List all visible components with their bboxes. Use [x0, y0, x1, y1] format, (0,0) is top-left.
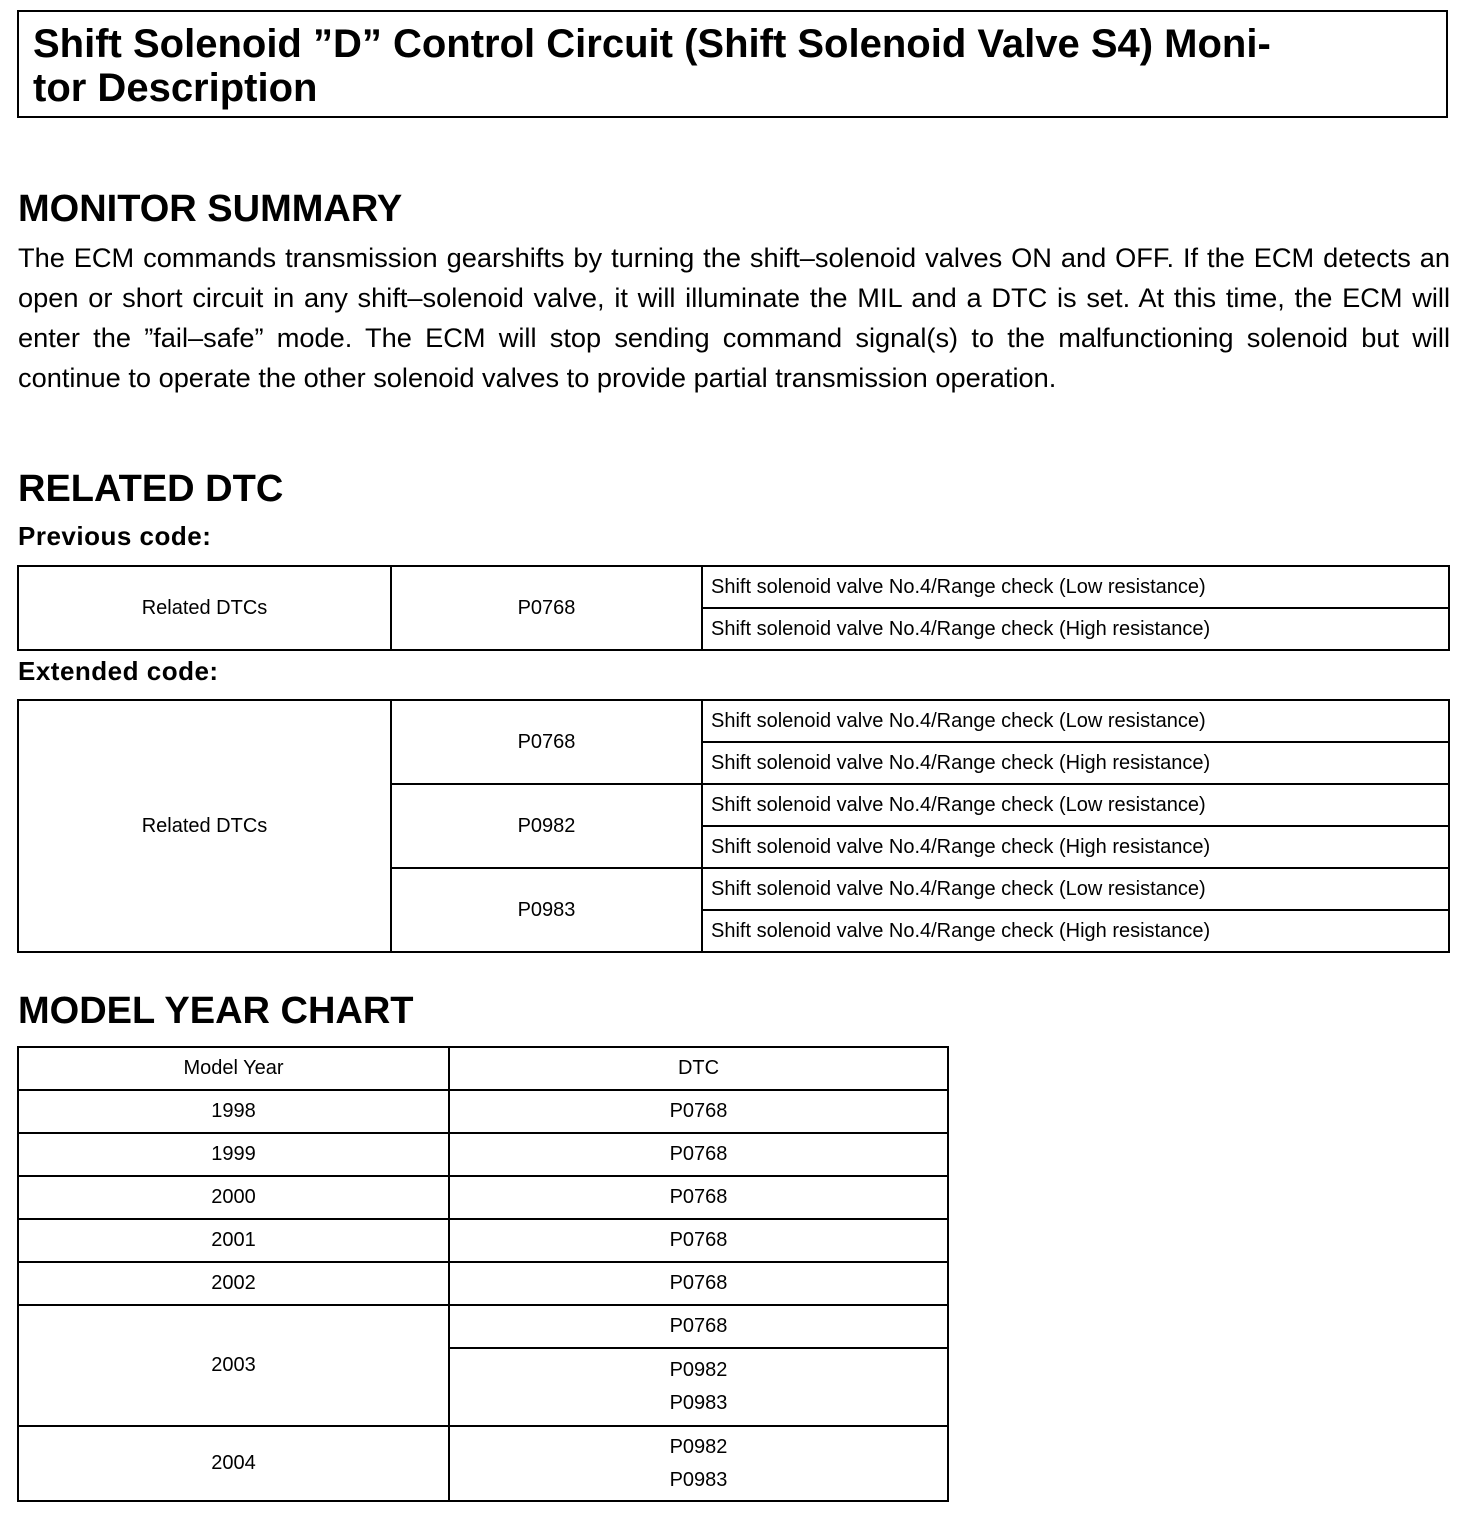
dtc-description: Shift solenoid valve No.4/Range check (L…: [701, 699, 1450, 743]
dtc-code: P0983: [669, 1392, 728, 1414]
dtc-description: Shift solenoid valve No.4/Range check (H…: [701, 825, 1450, 869]
previous-code-label: Previous code:: [18, 521, 212, 551]
table-row: Shift solenoid valve No.4/Range check (H…: [18, 909, 1450, 953]
model-year: 2004: [17, 1425, 450, 1502]
page-title: Shift Solenoid ”D” Control Circuit (Shif…: [33, 22, 1271, 110]
table-row: Related DTCs P0768 Shift solenoid valve …: [17, 699, 1450, 953]
dtc-code: P0768: [448, 1304, 949, 1349]
related-dtcs-label: Related DTCs: [17, 699, 392, 953]
title-line-1: Shift Solenoid ”D” Control Circuit (Shif…: [33, 22, 1271, 66]
dtc-description: Shift solenoid valve No.4/Range check (H…: [701, 741, 1450, 785]
dtc-code: P0768: [448, 1175, 949, 1220]
dtc-description: Shift solenoid valve No.4/Range check (H…: [701, 909, 1450, 953]
dtc-codes: P0982 P0983: [448, 1425, 949, 1502]
table-row: 1998 P0768: [17, 1089, 949, 1134]
table-row: P0982 P0983: [18, 1347, 949, 1427]
table-row: 2003 P0768: [17, 1304, 949, 1427]
dtc-code: P0768: [390, 699, 703, 785]
table-row: 1999 P0768: [17, 1132, 949, 1177]
table-row: P0983 Shift solenoid valve No.4/Range ch…: [18, 867, 1450, 953]
table-row: 2001 P0768: [17, 1218, 949, 1263]
dtc-code: P0768: [390, 565, 703, 651]
column-header-model-year: Model Year: [17, 1046, 450, 1091]
table-row: Shift solenoid valve No.4/Range check (H…: [18, 741, 1450, 785]
dtc-codes: P0982 P0983: [448, 1347, 949, 1427]
table-header-row: Model Year DTC: [17, 1046, 949, 1091]
model-year: 2001: [17, 1218, 450, 1263]
table-row: 2004 P0982 P0983: [17, 1425, 949, 1502]
table-row: Shift solenoid valve No.4/Range check (H…: [18, 607, 1450, 651]
table-row: Related DTCs P0768 Shift solenoid valve …: [17, 565, 1450, 651]
monitor-summary-text: The ECM commands transmission gearshifts…: [18, 242, 1450, 393]
dtc-code: P0768: [448, 1261, 949, 1306]
dtc-description: Shift solenoid valve No.4/Range check (L…: [701, 565, 1450, 609]
title-line-2: tor Description: [33, 66, 318, 110]
related-dtc-heading: RELATED DTC: [18, 468, 284, 510]
dtc-description: Shift solenoid valve No.4/Range check (L…: [701, 867, 1450, 911]
dtc-code: P0768: [448, 1089, 949, 1134]
model-year: 2003: [17, 1304, 450, 1427]
model-year: 2002: [17, 1261, 450, 1306]
table-row: Shift solenoid valve No.4/Range check (H…: [18, 825, 1450, 869]
dtc-description: Shift solenoid valve No.4/Range check (L…: [701, 783, 1450, 827]
dtc-code: P0768: [448, 1132, 949, 1177]
dtc-code: P0982: [669, 1359, 728, 1381]
table-row: 2002 P0768: [17, 1261, 949, 1306]
previous-code-table: Related DTCs P0768 Shift solenoid valve …: [17, 565, 1450, 651]
extended-code-table: Related DTCs P0768 Shift solenoid valve …: [17, 699, 1450, 953]
extended-code-label: Extended code:: [18, 656, 219, 686]
table-row: 2000 P0768: [17, 1175, 949, 1220]
related-dtcs-label: Related DTCs: [17, 565, 392, 651]
dtc-code: P0768: [448, 1218, 949, 1263]
model-year-chart-heading: MODEL YEAR CHART: [18, 990, 414, 1032]
model-year: 1998: [17, 1089, 450, 1134]
dtc-code: P0983: [669, 1468, 728, 1491]
title-box: Shift Solenoid ”D” Control Circuit (Shif…: [17, 10, 1448, 118]
monitor-summary-heading: MONITOR SUMMARY: [18, 188, 403, 230]
dtc-code: P0982: [390, 783, 703, 869]
model-year: 2000: [17, 1175, 450, 1220]
table-row: P0982 Shift solenoid valve No.4/Range ch…: [18, 783, 1450, 869]
model-year-table: Model Year DTC 1998 P0768 1999 P0768 2000 P…: [17, 1046, 949, 1502]
model-year: 1999: [17, 1132, 450, 1177]
dtc-code: P0982: [669, 1435, 728, 1458]
dtc-description: Shift solenoid valve No.4/Range check (H…: [701, 607, 1450, 651]
column-header-dtc: DTC: [448, 1046, 949, 1091]
dtc-code: P0983: [390, 867, 703, 953]
